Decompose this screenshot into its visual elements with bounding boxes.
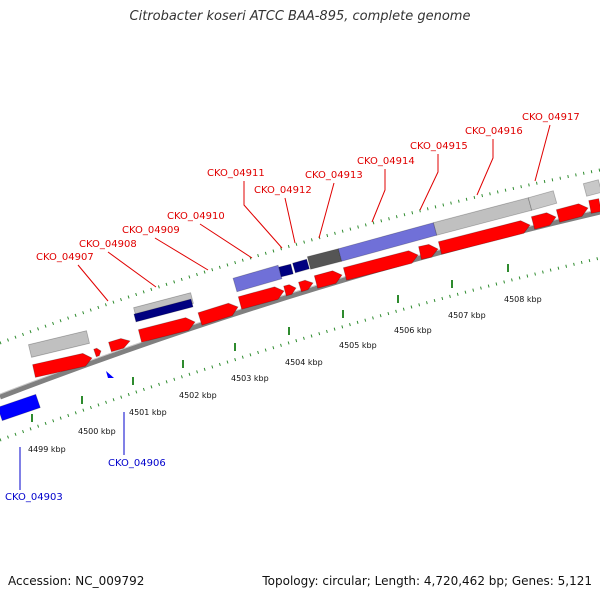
gene-reverse-arrow	[0, 393, 41, 422]
accession-label: Accession: NC_009792	[8, 574, 145, 588]
gene-label[interactable]: CKO_04908	[79, 239, 137, 250]
scale-tick-label: 4499 kbp	[28, 445, 66, 454]
gene-label[interactable]: CKO_04903	[5, 492, 63, 503]
gene-forward-arrow	[313, 270, 343, 289]
gene-label-leader-line	[318, 182, 335, 239]
gene-label[interactable]: CKO_04909	[122, 225, 180, 236]
gene-label[interactable]: CKO_04914	[357, 156, 415, 167]
gene-reverse-arrow	[106, 371, 114, 378]
gene-label[interactable]: CKO_04916	[465, 126, 523, 137]
gene-forward-arrow	[418, 243, 439, 260]
gene-label-leader-line	[243, 181, 283, 249]
gene-label-leader-line	[534, 124, 551, 182]
gene-forward-arrow	[93, 347, 102, 358]
scale-tick-label: 4502 kbp	[179, 391, 217, 400]
gene-purple-feature	[232, 264, 283, 293]
gene-label[interactable]: CKO_04912	[254, 185, 312, 196]
gene-labels: CKO_04903 CKO_04906 CKO_04907 CKO_04908 CKO_…	[5, 112, 580, 503]
gene-grey-feature	[27, 330, 91, 358]
gene-navy-feature	[133, 298, 194, 323]
gene-forward-arrow	[283, 284, 297, 297]
gene-label[interactable]: CKO_04913	[305, 170, 363, 181]
scale-tick-label: 4505 kbp	[339, 341, 377, 350]
genome-summary: Topology: circular; Length: 4,720,462 bp…	[262, 574, 592, 588]
gene-grey-feature	[582, 179, 600, 197]
gene-label-leader-line	[107, 251, 157, 288]
gene-navy-feature	[292, 258, 310, 274]
gene-label[interactable]: CKO_04907	[36, 252, 94, 263]
gene-forward-arrow	[32, 352, 93, 378]
scale-tick-label: 4507 kbp	[448, 311, 486, 320]
gene-label[interactable]: CKO_04906	[108, 458, 166, 469]
gene-forward-arrow	[298, 279, 314, 293]
scale-tick-label: 4503 kbp	[231, 374, 269, 383]
gene-label-leader-line	[77, 264, 109, 302]
gene-darkgrey-feature	[306, 248, 343, 270]
scale-tick-label: 4508 kbp	[504, 295, 542, 304]
gene-forward-arrow	[342, 250, 419, 281]
gene-forward-arrow	[530, 212, 557, 230]
scale-tick-label: 4504 kbp	[285, 358, 323, 367]
gene-label[interactable]: CKO_04915	[410, 141, 468, 152]
gene-label-leader-line	[199, 223, 253, 259]
gene-label-leader-line	[419, 154, 439, 211]
gene-label-leader-line	[284, 197, 296, 244]
scale-ticks: 4499 kbp 4500 kbp 4501 kbp 4502 kbp 4503 kbp…	[28, 264, 542, 454]
gene-features	[0, 179, 600, 422]
scale-tick-label: 4501 kbp	[129, 408, 167, 417]
gene-forward-arrow	[197, 302, 239, 326]
gene-forward-arrow	[555, 203, 589, 223]
gene-forward-arrow	[108, 338, 131, 353]
gene-forward-arrow	[437, 220, 531, 255]
gene-grey-feature	[527, 190, 558, 211]
scale-tick-label: 4506 kbp	[394, 326, 432, 335]
gene-purple-feature	[337, 222, 438, 262]
gene-navy-feature	[278, 263, 294, 278]
gene-label[interactable]: CKO_04910	[167, 211, 225, 222]
gene-label[interactable]: CKO_04917	[522, 112, 580, 123]
gene-label-leader-line	[476, 139, 494, 196]
gene-label[interactable]: CKO_04911	[207, 168, 265, 179]
gene-label-leader-line	[154, 237, 209, 271]
gene-forward-arrow	[237, 286, 285, 310]
gene-forward-arrow	[137, 317, 196, 343]
gene-label-leader-line	[371, 169, 386, 223]
scale-tick-label: 4500 kbp	[78, 427, 116, 436]
page-title: Citrobacter koseri ATCC BAA-895, complet…	[129, 9, 471, 24]
